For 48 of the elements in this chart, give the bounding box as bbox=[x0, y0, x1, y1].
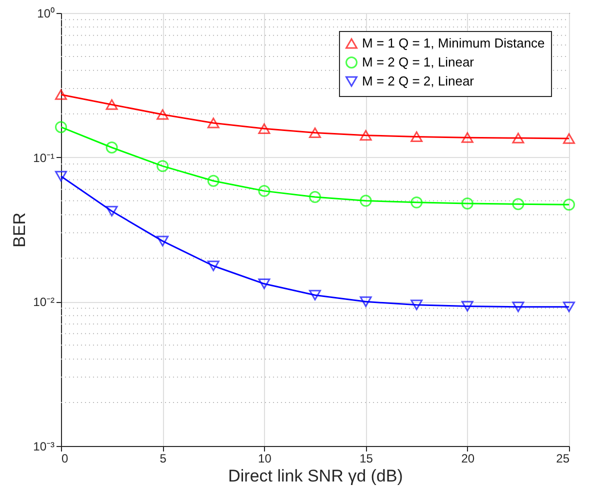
point bbox=[207, 118, 220, 128]
y-tick-label: 10⁰ bbox=[37, 6, 54, 20]
point bbox=[410, 300, 423, 310]
point bbox=[156, 236, 169, 246]
point bbox=[563, 302, 575, 312]
x-tick-label: 25 bbox=[556, 452, 570, 466]
y-tick-label: 10⁻¹ bbox=[33, 150, 55, 165]
point bbox=[360, 130, 372, 141]
x-axis-title: Direct link SNR γd (dB) bbox=[228, 466, 403, 486]
point bbox=[461, 300, 474, 312]
point bbox=[106, 99, 118, 110]
x-tick-label: 5 bbox=[160, 452, 167, 466]
point bbox=[156, 160, 169, 172]
point bbox=[512, 198, 524, 210]
point bbox=[360, 194, 372, 207]
x-tick-label: 10 bbox=[258, 452, 272, 466]
y-axis-title: BER bbox=[10, 212, 30, 248]
point bbox=[156, 109, 169, 120]
point bbox=[410, 196, 423, 208]
point bbox=[55, 121, 67, 134]
legend-label: M = 2 Q = 1, Linear bbox=[362, 54, 475, 70]
y-tick-label: 10⁻² bbox=[33, 295, 55, 310]
point bbox=[207, 260, 220, 272]
legend-label: M = 1 Q = 1, Minimum Distance bbox=[362, 36, 545, 50]
y-tick-label: 10⁻³ bbox=[33, 440, 55, 454]
point bbox=[258, 123, 270, 134]
point bbox=[207, 174, 220, 187]
x-tick-label: 0 bbox=[62, 452, 68, 466]
point bbox=[563, 198, 575, 211]
point bbox=[410, 131, 423, 142]
point bbox=[461, 132, 474, 143]
point bbox=[106, 142, 118, 154]
point bbox=[258, 278, 270, 290]
point bbox=[55, 89, 67, 100]
x-tick-label: 20 bbox=[461, 452, 475, 466]
x-tick-label: 15 bbox=[360, 452, 374, 466]
point bbox=[512, 302, 524, 312]
point bbox=[309, 191, 321, 203]
point bbox=[360, 296, 372, 307]
point bbox=[106, 206, 118, 216]
point bbox=[512, 132, 524, 144]
point bbox=[309, 290, 321, 300]
point bbox=[258, 184, 270, 197]
legend-label: M = 2 Q = 2, Linear bbox=[362, 74, 475, 88]
point bbox=[55, 170, 67, 182]
point bbox=[461, 197, 474, 210]
point bbox=[563, 133, 575, 144]
point bbox=[309, 127, 321, 138]
